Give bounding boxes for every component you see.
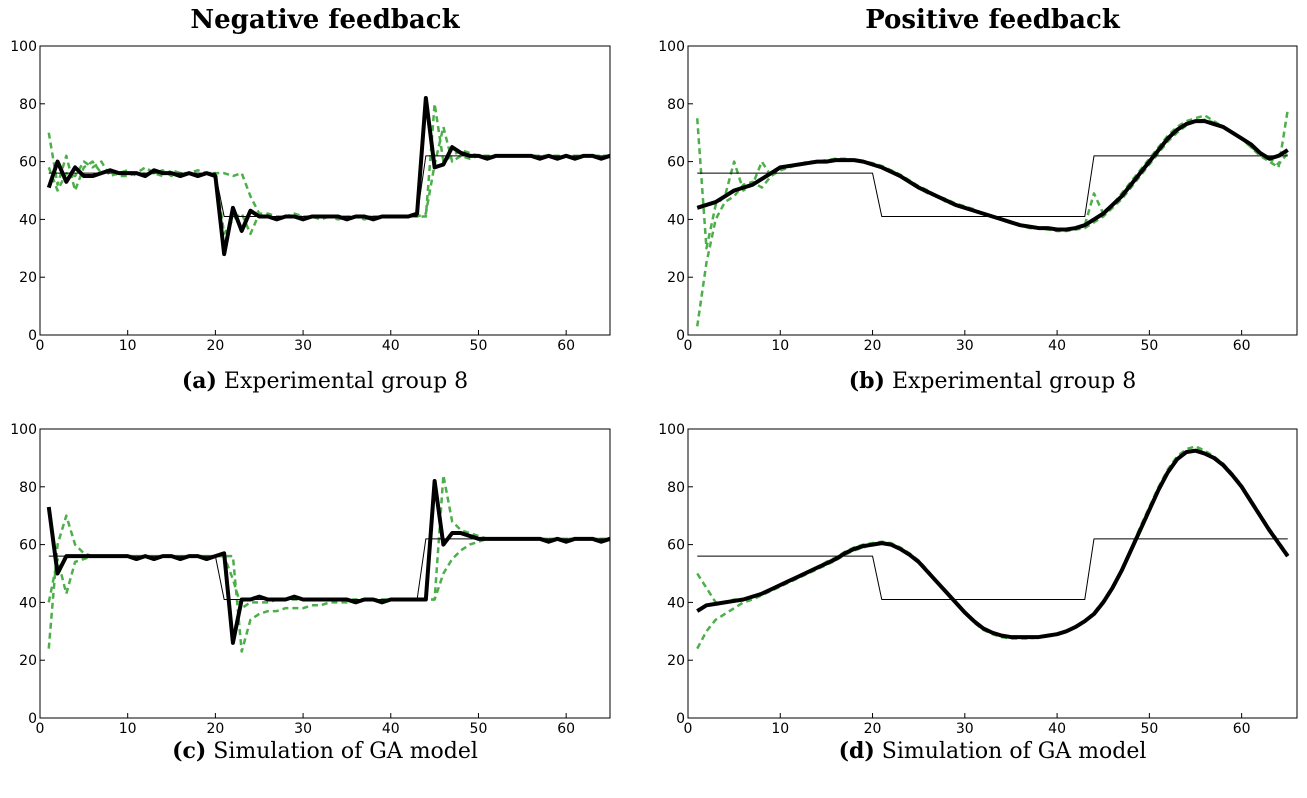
caption: (d) Simulation of GA model — [839, 738, 1147, 764]
y-tick-label: 40 — [667, 212, 685, 228]
x-tick-label: 40 — [382, 721, 400, 737]
series-line — [696, 448, 1290, 640]
y-tick-label: 60 — [667, 155, 685, 171]
caption-text: Simulation of GA model — [213, 739, 478, 764]
caption: (c) Simulation of GA model — [172, 738, 478, 764]
x-tick-label: 40 — [1048, 338, 1066, 354]
y-tick-label: 20 — [19, 653, 37, 669]
y-tick-label: 0 — [676, 711, 685, 727]
caption: (a) Experimental group 8 — [182, 368, 468, 394]
series-line — [47, 473, 610, 653]
y-tick-label: 100 — [10, 39, 37, 55]
axes-frame — [687, 428, 1298, 719]
axes-frame — [687, 45, 1298, 336]
axes-frame — [39, 428, 611, 719]
x-tick-label: 0 — [684, 721, 693, 737]
x-tick-label: 30 — [294, 721, 312, 737]
x-tick-label: 0 — [36, 721, 45, 737]
y-tick-label: 40 — [19, 212, 37, 228]
y-tick-label: 20 — [667, 270, 685, 286]
x-tick-label: 40 — [1048, 721, 1066, 737]
y-tick-label: 60 — [667, 538, 685, 554]
caption-text: Experimental group 8 — [224, 369, 468, 394]
y-tick-label: 100 — [658, 39, 685, 55]
y-tick-label: 40 — [19, 595, 37, 611]
y-tick-label: 0 — [28, 711, 37, 727]
y-tick-label: 0 — [676, 328, 685, 344]
column-title: Negative feedback — [190, 5, 460, 35]
x-tick-label: 50 — [470, 338, 488, 354]
y-tick-label: 80 — [667, 480, 685, 496]
y-tick-label: 100 — [10, 422, 37, 438]
series-line — [48, 155, 610, 218]
x-tick-label: 50 — [470, 721, 488, 737]
caption: (b) Experimental group 8 — [849, 368, 1136, 394]
series-line — [46, 96, 611, 257]
y-tick-label: 80 — [19, 480, 37, 496]
column-title: Positive feedback — [865, 5, 1121, 35]
x-tick-label: 50 — [1140, 338, 1158, 354]
x-tick-label: 10 — [119, 338, 137, 354]
y-tick-label: 80 — [667, 97, 685, 113]
series-line — [46, 479, 611, 645]
x-tick-label: 20 — [864, 721, 882, 737]
y-tick-label: 40 — [667, 595, 685, 611]
x-tick-label: 0 — [36, 338, 45, 354]
x-tick-label: 20 — [206, 721, 224, 737]
y-tick-label: 20 — [19, 270, 37, 286]
series-line — [696, 445, 1289, 640]
caption-label: (b) — [849, 368, 885, 394]
x-tick-label: 50 — [1140, 721, 1158, 737]
caption-label: (d) — [839, 738, 875, 764]
x-tick-label: 30 — [956, 338, 974, 354]
x-tick-label: 0 — [684, 338, 693, 354]
caption-label: (c) — [172, 738, 206, 764]
series-line — [47, 102, 610, 221]
y-tick-label: 60 — [19, 155, 37, 171]
caption-text: Simulation of GA model — [882, 739, 1147, 764]
x-tick-label: 30 — [294, 338, 312, 354]
x-tick-label: 30 — [956, 721, 974, 737]
caption-label: (a) — [182, 368, 217, 394]
x-tick-label: 40 — [382, 338, 400, 354]
y-tick-label: 80 — [19, 97, 37, 113]
series-line — [695, 118, 1289, 327]
x-tick-label: 10 — [771, 338, 789, 354]
y-tick-label: 60 — [19, 538, 37, 554]
y-tick-label: 20 — [667, 653, 685, 669]
x-tick-label: 10 — [119, 721, 137, 737]
series-line — [697, 538, 1288, 601]
x-tick-label: 60 — [1233, 338, 1251, 354]
y-tick-label: 0 — [28, 328, 37, 344]
caption-text: Experimental group 8 — [892, 369, 1136, 394]
series-line — [696, 119, 1289, 232]
x-tick-label: 60 — [557, 338, 575, 354]
y-tick-label: 100 — [658, 422, 685, 438]
x-tick-label: 20 — [206, 338, 224, 354]
x-tick-label: 60 — [557, 721, 575, 737]
series-line — [48, 538, 610, 601]
series-line — [695, 109, 1290, 250]
series-line — [696, 447, 1289, 650]
x-tick-label: 10 — [771, 721, 789, 737]
x-tick-label: 20 — [864, 338, 882, 354]
axes-frame — [39, 45, 611, 336]
x-tick-label: 60 — [1233, 721, 1251, 737]
